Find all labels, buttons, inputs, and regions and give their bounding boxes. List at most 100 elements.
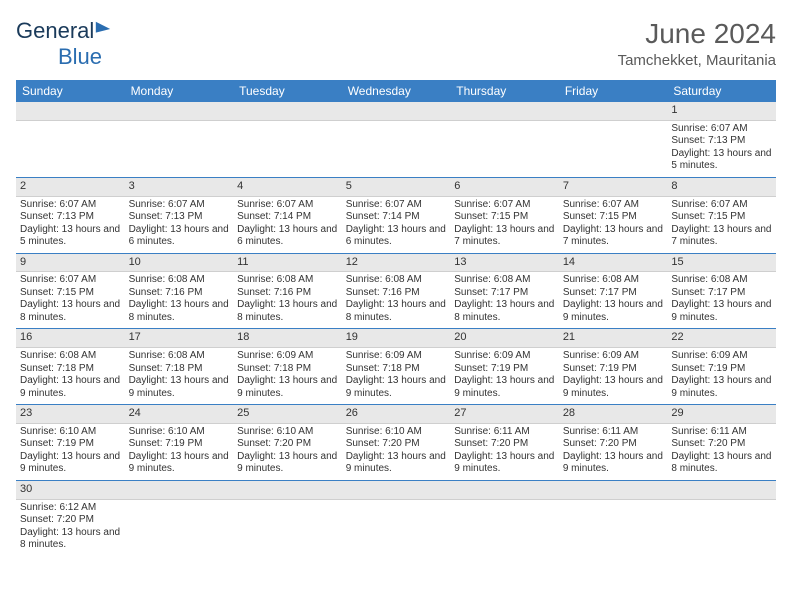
sunrise-text: Sunrise: 6:10 AM — [237, 426, 338, 439]
calendar-week-row: 16Sunrise: 6:08 AMSunset: 7:18 PMDayligh… — [16, 329, 776, 405]
weekday-header: Thursday — [450, 80, 559, 102]
sunrise-text: Sunrise: 6:07 AM — [20, 199, 121, 212]
day-number: 15 — [667, 254, 776, 273]
day-number: 13 — [450, 254, 559, 273]
sunset-text: Sunset: 7:15 PM — [563, 211, 664, 224]
day-number — [450, 481, 559, 500]
weekday-header: Friday — [559, 80, 668, 102]
daylight-text: Daylight: 13 hours and 8 minutes. — [20, 527, 121, 552]
calendar-empty-cell — [342, 480, 451, 555]
day-details: Sunrise: 6:07 AMSunset: 7:15 PMDaylight:… — [450, 197, 559, 253]
brand-part1: General — [16, 18, 94, 43]
calendar-empty-cell — [342, 102, 451, 177]
daylight-text: Daylight: 13 hours and 9 minutes. — [563, 451, 664, 476]
sunrise-text: Sunrise: 6:10 AM — [346, 426, 447, 439]
sunrise-text: Sunrise: 6:09 AM — [346, 350, 447, 363]
daylight-text: Daylight: 13 hours and 9 minutes. — [671, 375, 772, 400]
day-number — [342, 102, 451, 121]
daylight-text: Daylight: 13 hours and 9 minutes. — [237, 451, 338, 476]
day-details — [125, 121, 234, 127]
calendar-head: SundayMondayTuesdayWednesdayThursdayFrid… — [16, 80, 776, 102]
sunset-text: Sunset: 7:13 PM — [671, 135, 772, 148]
calendar-day-cell: 25Sunrise: 6:10 AMSunset: 7:20 PMDayligh… — [233, 405, 342, 481]
daylight-text: Daylight: 13 hours and 8 minutes. — [671, 451, 772, 476]
month-title: June 2024 — [618, 18, 776, 50]
calendar-day-cell: 9Sunrise: 6:07 AMSunset: 7:15 PMDaylight… — [16, 253, 125, 329]
day-details: Sunrise: 6:08 AMSunset: 7:17 PMDaylight:… — [450, 272, 559, 328]
weekday-header: Tuesday — [233, 80, 342, 102]
sunrise-text: Sunrise: 6:08 AM — [671, 274, 772, 287]
brand-logo: GeneralBlue — [16, 18, 112, 70]
calendar-day-cell: 14Sunrise: 6:08 AMSunset: 7:17 PMDayligh… — [559, 253, 668, 329]
daylight-text: Daylight: 13 hours and 9 minutes. — [454, 375, 555, 400]
calendar-day-cell: 27Sunrise: 6:11 AMSunset: 7:20 PMDayligh… — [450, 405, 559, 481]
day-details: Sunrise: 6:07 AMSunset: 7:15 PMDaylight:… — [16, 272, 125, 328]
sunset-text: Sunset: 7:19 PM — [129, 438, 230, 451]
day-number — [559, 102, 668, 121]
day-details: Sunrise: 6:08 AMSunset: 7:18 PMDaylight:… — [125, 348, 234, 404]
sunrise-text: Sunrise: 6:07 AM — [671, 123, 772, 136]
day-details: Sunrise: 6:09 AMSunset: 7:19 PMDaylight:… — [450, 348, 559, 404]
day-number — [233, 481, 342, 500]
day-details — [559, 500, 668, 506]
calendar-empty-cell — [16, 102, 125, 177]
daylight-text: Daylight: 13 hours and 8 minutes. — [129, 299, 230, 324]
sunset-text: Sunset: 7:13 PM — [20, 211, 121, 224]
daylight-text: Daylight: 13 hours and 9 minutes. — [563, 299, 664, 324]
calendar-week-row: 2Sunrise: 6:07 AMSunset: 7:13 PMDaylight… — [16, 177, 776, 253]
day-details: Sunrise: 6:09 AMSunset: 7:19 PMDaylight:… — [559, 348, 668, 404]
day-number — [125, 481, 234, 500]
daylight-text: Daylight: 13 hours and 9 minutes. — [237, 375, 338, 400]
calendar-empty-cell — [125, 480, 234, 555]
day-details: Sunrise: 6:08 AMSunset: 7:16 PMDaylight:… — [125, 272, 234, 328]
calendar-day-cell: 18Sunrise: 6:09 AMSunset: 7:18 PMDayligh… — [233, 329, 342, 405]
day-details — [16, 121, 125, 127]
weekday-header: Sunday — [16, 80, 125, 102]
sunrise-text: Sunrise: 6:07 AM — [563, 199, 664, 212]
sunset-text: Sunset: 7:17 PM — [454, 287, 555, 300]
day-details: Sunrise: 6:07 AMSunset: 7:13 PMDaylight:… — [125, 197, 234, 253]
daylight-text: Daylight: 13 hours and 9 minutes. — [454, 451, 555, 476]
calendar-day-cell: 3Sunrise: 6:07 AMSunset: 7:13 PMDaylight… — [125, 177, 234, 253]
day-details: Sunrise: 6:11 AMSunset: 7:20 PMDaylight:… — [559, 424, 668, 480]
sunrise-text: Sunrise: 6:09 AM — [563, 350, 664, 363]
sunrise-text: Sunrise: 6:08 AM — [129, 274, 230, 287]
sunrise-text: Sunrise: 6:11 AM — [454, 426, 555, 439]
calendar-day-cell: 11Sunrise: 6:08 AMSunset: 7:16 PMDayligh… — [233, 253, 342, 329]
sunset-text: Sunset: 7:19 PM — [563, 363, 664, 376]
day-number: 25 — [233, 405, 342, 424]
daylight-text: Daylight: 13 hours and 8 minutes. — [20, 299, 121, 324]
calendar-day-cell: 8Sunrise: 6:07 AMSunset: 7:15 PMDaylight… — [667, 177, 776, 253]
day-number: 16 — [16, 329, 125, 348]
sunrise-text: Sunrise: 6:07 AM — [454, 199, 555, 212]
day-number: 28 — [559, 405, 668, 424]
sunrise-text: Sunrise: 6:07 AM — [20, 274, 121, 287]
day-details — [125, 500, 234, 506]
daylight-text: Daylight: 13 hours and 9 minutes. — [346, 375, 447, 400]
day-number: 19 — [342, 329, 451, 348]
sunrise-text: Sunrise: 6:08 AM — [454, 274, 555, 287]
sunset-text: Sunset: 7:20 PM — [20, 514, 121, 527]
calendar-empty-cell — [559, 102, 668, 177]
day-details — [342, 121, 451, 127]
sunset-text: Sunset: 7:18 PM — [237, 363, 338, 376]
sunrise-text: Sunrise: 6:09 AM — [454, 350, 555, 363]
daylight-text: Daylight: 13 hours and 8 minutes. — [237, 299, 338, 324]
day-details — [450, 500, 559, 506]
calendar-day-cell: 15Sunrise: 6:08 AMSunset: 7:17 PMDayligh… — [667, 253, 776, 329]
sunset-text: Sunset: 7:20 PM — [671, 438, 772, 451]
calendar-day-cell: 24Sunrise: 6:10 AMSunset: 7:19 PMDayligh… — [125, 405, 234, 481]
day-number: 8 — [667, 178, 776, 197]
weekday-header: Saturday — [667, 80, 776, 102]
day-number: 7 — [559, 178, 668, 197]
sunrise-text: Sunrise: 6:08 AM — [129, 350, 230, 363]
calendar-body: 1Sunrise: 6:07 AMSunset: 7:13 PMDaylight… — [16, 102, 776, 556]
sunset-text: Sunset: 7:19 PM — [671, 363, 772, 376]
calendar-day-cell: 7Sunrise: 6:07 AMSunset: 7:15 PMDaylight… — [559, 177, 668, 253]
day-details — [667, 500, 776, 506]
calendar-week-row: 30Sunrise: 6:12 AMSunset: 7:20 PMDayligh… — [16, 480, 776, 555]
calendar-day-cell: 17Sunrise: 6:08 AMSunset: 7:18 PMDayligh… — [125, 329, 234, 405]
sunrise-text: Sunrise: 6:08 AM — [346, 274, 447, 287]
sunrise-text: Sunrise: 6:12 AM — [20, 502, 121, 515]
calendar-table: SundayMondayTuesdayWednesdayThursdayFrid… — [16, 80, 776, 556]
